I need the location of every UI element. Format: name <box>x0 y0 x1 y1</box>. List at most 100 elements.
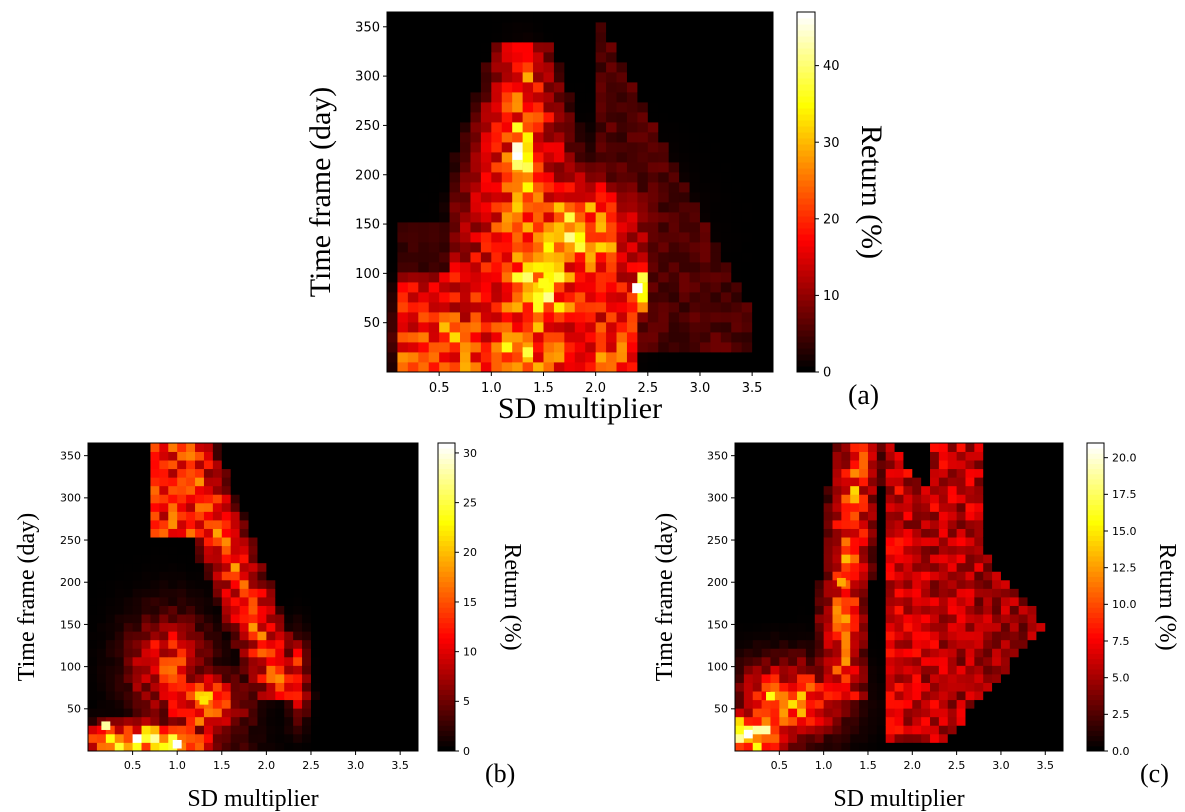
heatmap-cell <box>762 52 774 63</box>
heatmap-cell <box>761 443 771 452</box>
heatmap-cell <box>105 537 116 547</box>
heatmap-cell <box>284 477 294 487</box>
heatmap-cell <box>850 665 860 675</box>
heatmap-cell <box>177 597 187 606</box>
heatmap-cell <box>221 742 232 752</box>
heatmap-cell <box>221 665 232 675</box>
heatmap-cell <box>1018 451 1028 461</box>
heatmap-cell <box>141 511 151 521</box>
heatmap-cell <box>867 571 878 581</box>
heatmap-cell <box>382 631 392 641</box>
heatmap-cell <box>814 528 825 538</box>
heatmap-cell <box>543 342 555 353</box>
heatmap-cell <box>814 656 825 666</box>
heatmap-cell <box>239 605 249 615</box>
heatmap-cell <box>974 545 984 555</box>
heatmap-cell <box>779 571 789 581</box>
heatmap-cell <box>595 72 607 83</box>
heatmap-hotspot <box>512 159 523 170</box>
heatmap-cell <box>407 212 419 223</box>
heatmap-cell <box>470 42 482 53</box>
heatmap-cell <box>867 656 878 666</box>
heatmap-cell <box>512 22 524 33</box>
heatmap-cell <box>741 332 753 343</box>
heatmap-cell <box>689 302 701 313</box>
heatmap-cell <box>956 502 966 512</box>
heatmap-cell <box>400 588 410 598</box>
heatmap-cell <box>284 691 294 701</box>
heatmap-cell <box>480 22 492 33</box>
heatmap-cell <box>1009 708 1020 718</box>
heatmap-cell <box>965 648 975 658</box>
heatmap-cell <box>797 622 807 632</box>
heatmap-cell <box>328 605 339 615</box>
heatmap-cell <box>930 468 940 478</box>
colorbar-segment <box>1087 612 1104 619</box>
heatmap-cell <box>328 639 339 649</box>
heatmap-cell <box>132 460 142 470</box>
heatmap-cell <box>564 262 576 273</box>
heatmap-cell <box>876 622 887 632</box>
heatmap-cell <box>894 639 904 649</box>
heatmap-cell <box>679 32 690 43</box>
heatmap-cell <box>337 485 348 495</box>
heatmap-cell <box>626 232 638 243</box>
colorbar-segment <box>1087 602 1104 608</box>
heatmap-cell <box>391 502 401 512</box>
heatmap-cell <box>212 699 223 709</box>
heatmap-cell <box>679 322 690 333</box>
heatmap-cell <box>647 252 659 263</box>
colorbar-segment <box>797 318 815 325</box>
heatmap-cell <box>553 132 565 143</box>
heatmap-cell <box>1045 742 1055 752</box>
heatmap-cell <box>637 282 649 293</box>
heatmap-cell <box>947 443 958 452</box>
heatmap-cell <box>841 631 851 641</box>
heatmap-cell <box>491 32 503 43</box>
heatmap-cell <box>992 614 1002 624</box>
heatmap-cell <box>543 222 555 233</box>
heatmap-cell <box>797 468 807 478</box>
heatmap-cell <box>141 622 151 632</box>
heatmap-cell <box>409 725 419 735</box>
heatmap-cell <box>637 12 649 23</box>
heatmap-cell <box>501 82 513 93</box>
heatmap-cell <box>346 656 356 666</box>
heatmap-cell <box>735 631 745 641</box>
heatmap-cell <box>814 674 825 683</box>
heatmap-cell <box>832 468 842 478</box>
heatmap-cell <box>1054 562 1064 572</box>
heatmap-cell <box>1000 562 1011 572</box>
heatmap-cell <box>947 742 958 752</box>
heatmap-cell <box>522 102 534 113</box>
heatmap-cell <box>921 691 931 701</box>
heatmap-cell <box>373 554 383 564</box>
x-axis-label: SD multiplier <box>833 786 964 812</box>
heatmap-cell <box>735 674 745 683</box>
heatmap-cell <box>248 537 258 547</box>
heatmap-cell <box>275 511 285 521</box>
heatmap-cell <box>132 725 142 735</box>
heatmap-cell <box>710 162 722 173</box>
heatmap-cell <box>293 708 303 718</box>
heatmap-cell <box>407 302 419 313</box>
heatmap-cell <box>284 494 294 504</box>
heatmap-cell <box>266 665 276 675</box>
heatmap-cell <box>310 682 321 692</box>
heatmap-cell <box>168 579 178 589</box>
heatmap-cell <box>460 322 471 333</box>
heatmap-cell <box>302 665 312 675</box>
heatmap-cell <box>741 172 753 183</box>
heatmap-cell <box>105 588 116 598</box>
heatmap-cell <box>710 352 722 363</box>
heatmap-cell <box>983 691 993 701</box>
heatmap-cell <box>553 122 565 133</box>
heatmap-cell <box>894 682 904 692</box>
heatmap-cell <box>741 62 753 73</box>
heatmap-cell <box>585 292 597 303</box>
heatmap-cell <box>689 312 701 323</box>
heatmap-cell <box>1027 511 1037 521</box>
heatmap-cell <box>230 571 241 581</box>
heatmap-cell <box>647 32 659 43</box>
heatmap-cell <box>132 682 142 692</box>
